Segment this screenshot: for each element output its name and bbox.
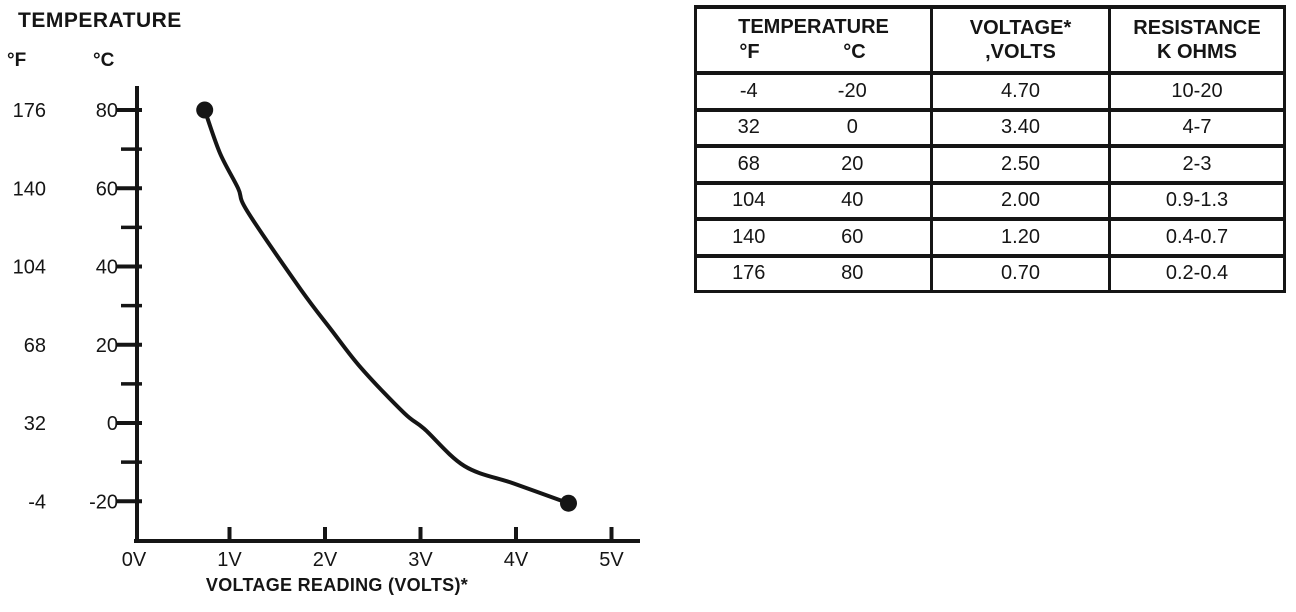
table-row: 176 80 0.70 0.2-0.4 <box>694 254 1286 293</box>
table-row: 32 0 3.40 4-7 <box>694 108 1286 148</box>
y-tick-label-c: -20 <box>89 491 118 513</box>
chart-title: TEMPERATURE <box>18 9 182 32</box>
cell-temp-f: 68 <box>694 144 801 184</box>
y-tick-label-c: 0 <box>107 413 118 435</box>
cell-k-ohms: 10-20 <box>1108 71 1286 111</box>
curve-path <box>202 108 571 506</box>
cell-volts: 0.70 <box>930 254 1111 293</box>
cell-temp-c: 20 <box>800 144 933 184</box>
cell-k-ohms: 0.2-0.4 <box>1108 254 1286 293</box>
chart-y-unit-celsius: °C <box>93 50 115 71</box>
cell-volts: 2.50 <box>930 144 1111 184</box>
y-tick-label-c: 20 <box>96 335 118 357</box>
cell-temp-c: 40 <box>800 181 933 221</box>
table-row: 140 60 1.20 0.4-0.7 <box>694 217 1286 257</box>
x-tick-label: 2V <box>313 549 338 571</box>
y-tick-label-f: -4 <box>28 491 46 513</box>
header-voltage-line2: ,VOLTS <box>985 40 1056 63</box>
cell-temp-c: 0 <box>800 108 933 148</box>
cell-temp-f: 176 <box>694 254 801 293</box>
header-resistance-line1: RESISTANCE <box>1133 16 1261 39</box>
table-row: 68 20 2.50 2-3 <box>694 144 1286 184</box>
table-row: 104 40 2.00 0.9-1.3 <box>694 181 1286 221</box>
cell-volts: 4.70 <box>930 71 1111 111</box>
cell-temp-c: 80 <box>800 254 933 293</box>
cell-temp-f: 104 <box>694 181 801 221</box>
y-tick-label-c: 40 <box>96 257 118 279</box>
header-voltage-line1: VOLTAGE* <box>969 16 1072 39</box>
cell-k-ohms: 4-7 <box>1108 108 1286 148</box>
y-tick-label-c: 80 <box>96 100 118 122</box>
cell-volts: 3.40 <box>930 108 1111 148</box>
cell-k-ohms: 2-3 <box>1108 144 1286 184</box>
cell-temp-c: 60 <box>800 217 933 257</box>
cell-temp-f: -4 <box>694 71 801 111</box>
chart-y-unit-fahrenheit: °F <box>7 50 27 71</box>
header-voltage: VOLTAGE* ,VOLTS <box>930 5 1111 75</box>
cell-temp-c: -20 <box>800 71 933 111</box>
cell-k-ohms: 0.4-0.7 <box>1108 217 1286 257</box>
cell-temp-f: 32 <box>694 108 801 148</box>
header-resistance-line2: K OHMS <box>1157 40 1237 63</box>
endpoint-marker <box>560 494 577 512</box>
y-tick-label-f: 104 <box>13 257 46 279</box>
cell-temp-f: 140 <box>694 217 801 257</box>
header-resistance: RESISTANCE K OHMS <box>1108 5 1286 75</box>
endpoint-marker <box>196 101 214 119</box>
y-tick-label-f: 68 <box>24 335 46 357</box>
header-unit-celsius: °C <box>843 41 866 63</box>
cell-volts: 1.20 <box>930 217 1111 257</box>
x-axis-title: VOLTAGE READING (VOLTS)* <box>205 575 469 595</box>
header-temperature: TEMPERATURE °F °C <box>694 5 933 75</box>
x-tick-label: 4V <box>504 549 529 571</box>
header-temperature-title: TEMPERATURE <box>738 16 889 38</box>
table-row: -4 -20 4.70 10-20 <box>694 71 1286 111</box>
y-tick-label-f: 140 <box>13 178 46 200</box>
x-tick-label: 0V <box>122 549 147 571</box>
y-tick-label-c: 60 <box>96 178 118 200</box>
table-header-row: TEMPERATURE °F °C VOLTAGE* ,VOLTS RESIST… <box>694 5 1286 75</box>
x-tick-label: 5V <box>599 549 624 571</box>
x-tick-label: 1V <box>217 549 242 571</box>
cell-volts: 2.00 <box>930 181 1111 221</box>
header-unit-fahrenheit: °F <box>739 41 760 63</box>
temp-voltage-resistance-table: TEMPERATURE °F °C VOLTAGE* ,VOLTS RESIST… <box>694 5 1286 293</box>
cell-k-ohms: 0.9-1.3 <box>1108 181 1286 221</box>
y-tick-label-f: 176 <box>13 100 46 122</box>
y-tick-label-f: 32 <box>24 413 46 435</box>
x-tick-label: 3V <box>408 549 433 571</box>
